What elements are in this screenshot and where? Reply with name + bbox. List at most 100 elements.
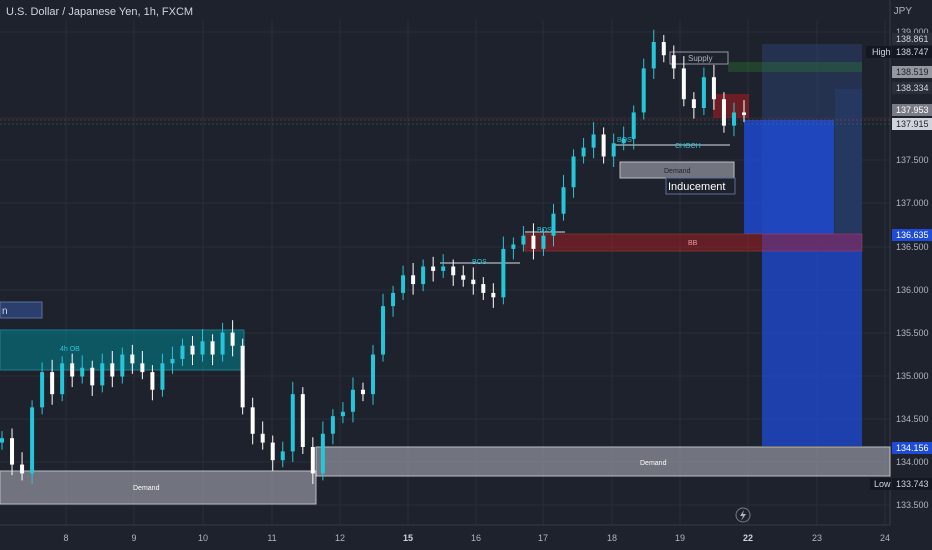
candle-body [120,354,125,377]
x-tick-19: 19 [675,533,685,543]
candle-body [511,244,516,249]
lightning-icon [740,510,746,521]
x-tick-12: 12 [335,533,345,543]
candle-body [381,306,386,355]
candle-body [240,345,245,408]
y-tick-136: 136.000 [896,285,929,295]
candle-body [641,68,646,113]
x-tick-22: 22 [743,533,753,543]
inducement-label: Inducement [668,181,725,193]
price-tag-138334: 138.334 [896,83,929,93]
candle-body [601,134,606,157]
candle-body [90,367,95,386]
candle-body [230,332,235,346]
candle-body [731,112,736,126]
candle-body [611,143,616,157]
price-tag-133743: 133.743 [896,479,929,489]
left-label-text: n [2,306,8,317]
y-tick-135: 135.000 [896,371,929,381]
candle-body [701,77,706,109]
candle-body [350,389,355,412]
candle-body [721,99,726,126]
candle-body [220,332,225,355]
x-tick-17: 17 [538,533,548,543]
price-tag-136635: 136.635 [896,230,929,240]
candle-body [60,363,65,395]
candle-body [310,446,315,474]
event-marker[interactable] [735,507,751,523]
candle-body [190,345,195,355]
candle-body [651,42,656,69]
demand-label-top: Demand [664,168,691,175]
target-zone-right [835,89,862,234]
choch-label: CHOCH [675,143,701,150]
target-zone-main [744,120,834,234]
candle-body [360,389,365,395]
candle-body [340,411,345,417]
y-tick-134: 134.000 [896,457,929,467]
candle-body [471,279,476,285]
candle-body [541,235,546,249]
candle-body [451,266,456,276]
candle-body [531,235,536,249]
x-tick-11: 11 [267,533,276,543]
candle-body [661,42,666,56]
y-tick-1355: 135.500 [896,328,929,338]
candle-body [711,77,716,100]
x-tick-18: 18 [607,533,617,543]
price-axis: 139.000 137.500 137.000 136.500 136.000 … [896,27,929,510]
candle-body [521,235,526,245]
candle-body [150,372,155,390]
y-tick-1335: 133.500 [896,500,929,510]
candle-body [561,187,566,214]
price-tag-138861: 138.861 [896,34,929,44]
price-tags: 138.861 138.747 High 138.519 138.334 137… [866,33,932,490]
candle-body [170,358,175,364]
candle-body [431,266,436,271]
candle-body [210,341,215,355]
candle-body [501,248,506,298]
candle-body [742,112,746,116]
candle-body [180,345,185,359]
candle-body [671,55,676,69]
left-label-box [0,301,43,319]
target-zone-lower [762,234,862,446]
candle-body [100,363,105,386]
supply-label: Supply [688,54,712,63]
candle-body [391,292,396,307]
chart-title: U.S. Dollar / Japanese Yen, 1h, FXCM [6,6,194,18]
candle-body [270,442,275,461]
candle-body [280,451,285,461]
x-tick-15: 15 [403,533,413,543]
x-tick-16: 16 [471,533,481,543]
candle-body [441,266,446,271]
candle-body [250,407,255,434]
demand-zone-left [0,470,317,505]
candle-body [571,156,576,188]
candle-body [200,341,205,355]
candle-body [371,354,375,395]
candle-body [290,394,295,452]
supply-zone [669,51,729,65]
y-tick-139: 139.000 [896,27,929,37]
x-tick-24: 24 [880,533,890,543]
price-tag-138519: 138.519 [896,67,929,77]
demand-label-right: Demand [640,460,667,467]
candle-body [461,275,466,280]
candle-body [10,438,15,465]
candle-body [110,363,115,377]
time-axis: 8 9 10 11 12 15 16 17 18 19 22 23 24 [63,533,890,543]
candle-body [581,147,586,157]
candle-body [130,354,135,364]
y-tick-1345: 134.500 [896,414,929,424]
candle-body [621,138,626,144]
candle-body [681,68,686,100]
candle-body [300,394,305,447]
bb-label: BB [688,240,698,247]
candle-body [30,407,35,474]
candle-body [50,372,55,395]
supply-green-band [728,62,862,72]
candle-body [591,134,596,148]
price-tag-137953: 137.953 [896,105,929,115]
